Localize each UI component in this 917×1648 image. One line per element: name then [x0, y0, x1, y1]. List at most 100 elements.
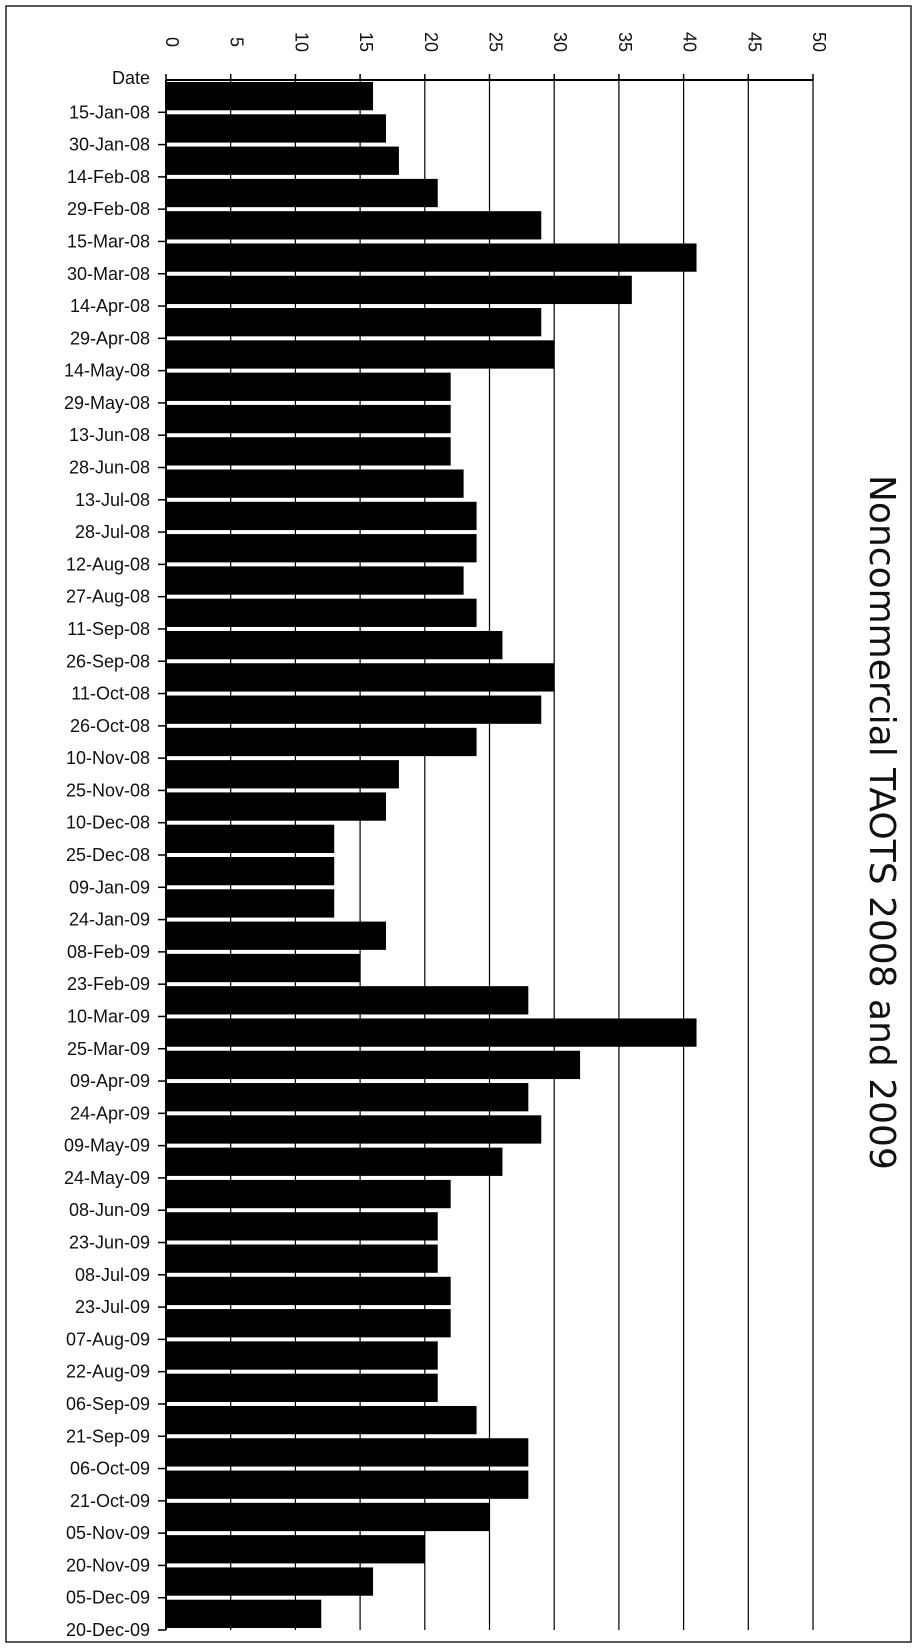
- category-label: 24-Apr-09: [70, 1103, 150, 1123]
- bar-28-Jun-08: [166, 437, 451, 466]
- bar-10-Nov-08: [166, 727, 477, 757]
- category-label: 11-Sep-08: [67, 619, 150, 639]
- bar-23-Jun-09: [166, 1212, 438, 1241]
- bar-24-Jan-09: [166, 889, 335, 918]
- value-axis-ticks: 0 5 10 15 20 25 30 35 40 45 50: [162, 32, 829, 80]
- category-label: 15-Mar-08: [67, 231, 150, 251]
- bar-26-Oct-08: [166, 695, 542, 724]
- category-label: 23-Jul-09: [75, 1297, 150, 1317]
- category-label: 13-Jun-08: [69, 425, 150, 445]
- category-label: 27-Aug-08: [66, 587, 150, 607]
- bar-23-Feb-09: [166, 953, 361, 983]
- bar-09-May-09: [166, 1115, 542, 1144]
- category-label: 25-Dec-08: [66, 845, 150, 865]
- value-tick-label: 10: [291, 32, 311, 52]
- category-label: 08-Jul-09: [75, 1265, 150, 1285]
- bar-26-Sep-08: [166, 630, 503, 660]
- value-tick-label: 5: [227, 37, 247, 47]
- bar-10-Mar-09: [166, 986, 529, 1015]
- bar-08-Jun-09: [166, 1179, 451, 1209]
- category-label: 24-May-09: [64, 1168, 150, 1188]
- value-tick-label: 35: [615, 32, 635, 52]
- category-label: 21-Sep-09: [66, 1426, 150, 1446]
- bar-11-Sep-08: [166, 598, 477, 627]
- category-label: 10-Mar-09: [67, 1006, 150, 1026]
- value-tick-label: 15: [356, 32, 376, 52]
- category-label: 10-Dec-08: [66, 813, 150, 833]
- value-tick-label: 50: [809, 32, 829, 52]
- category-label: 13-Jul-08: [75, 490, 150, 510]
- category-label: 08-Jun-09: [69, 1200, 150, 1220]
- bar-21-Sep-09: [166, 1405, 477, 1435]
- bar-08-Jul-09: [166, 1244, 438, 1273]
- bar-30-Mar-08: [166, 243, 697, 272]
- category-label: 28-Jul-08: [75, 522, 150, 542]
- chart-border: [5, 5, 912, 1643]
- category-label: 20-Nov-09: [66, 1555, 150, 1575]
- category-label: 21-Oct-09: [70, 1491, 150, 1511]
- category-label: 15-Jan-08: [69, 102, 150, 122]
- bar-27-Aug-08: [166, 566, 464, 595]
- bar-08-Feb-09: [166, 921, 386, 950]
- category-label: 26-Sep-08: [66, 651, 150, 671]
- category-label: 14-Apr-08: [70, 296, 150, 316]
- bar-30-Jan-08: [166, 114, 386, 143]
- bar-25-Dec-08: [166, 824, 335, 853]
- category-label: 09-May-09: [64, 1136, 150, 1156]
- bar-25-Nov-08: [166, 760, 399, 789]
- bar-15-Mar-08: [166, 211, 542, 240]
- category-label: 14-Feb-08: [67, 167, 150, 187]
- gridlines: [230, 80, 814, 1630]
- bar-14-May-08: [166, 340, 555, 369]
- category-label: 12-Aug-08: [66, 554, 150, 574]
- category-label: 06-Oct-09: [70, 1459, 150, 1479]
- bar-29-May-08: [166, 372, 451, 401]
- bar-06-Sep-09: [166, 1373, 438, 1402]
- value-tick-label: 25: [486, 32, 506, 52]
- category-label: 30-Mar-08: [67, 264, 150, 284]
- category-label: 23-Jun-09: [69, 1233, 150, 1253]
- bar-22-Aug-09: [166, 1341, 438, 1370]
- category-label: 26-Oct-08: [70, 716, 150, 736]
- bar-21-Oct-09: [166, 1470, 529, 1499]
- bar-11-Oct-08: [166, 663, 555, 692]
- category-label: 29-Feb-08: [67, 199, 150, 219]
- category-label: 09-Apr-09: [70, 1071, 150, 1091]
- bars: [166, 82, 697, 1628]
- category-label: 05-Dec-09: [66, 1588, 150, 1608]
- category-label: 05-Nov-09: [66, 1523, 150, 1543]
- bar-09-Apr-09: [166, 1050, 581, 1080]
- bar-07-Aug-09: [166, 1309, 451, 1338]
- bar-10-Dec-08: [166, 792, 386, 821]
- value-tick-label: 20: [421, 32, 441, 52]
- category-label: 09-Jan-09: [69, 877, 150, 897]
- category-label: 07-Aug-09: [66, 1329, 150, 1349]
- bar-29-Apr-08: [166, 308, 542, 337]
- category-label: 11-Oct-08: [71, 684, 150, 704]
- category-label: 28-Jun-08: [69, 458, 150, 478]
- category-label: 29-Apr-08: [70, 328, 150, 348]
- category-label: 25-Nov-08: [66, 780, 150, 800]
- category-label: 06-Sep-09: [66, 1394, 150, 1414]
- bar-20-Dec-09: [166, 1599, 322, 1628]
- bar-13-Jun-08: [166, 404, 451, 434]
- category-label: 24-Jan-09: [69, 910, 150, 930]
- category-label: 30-Jan-08: [69, 135, 150, 155]
- category-header: Date: [112, 68, 150, 88]
- value-tick-label: 0: [162, 37, 182, 47]
- category-label: 10-Nov-08: [66, 748, 150, 768]
- bar-09-Jan-09: [166, 857, 335, 886]
- bar-29-Feb-08: [166, 178, 438, 208]
- bar-20-Nov-09: [166, 1535, 425, 1564]
- bar-23-Jul-09: [166, 1276, 451, 1306]
- bar-13-Jul-08: [166, 469, 464, 498]
- category-label: 22-Aug-09: [66, 1362, 150, 1382]
- bar-14-Apr-08: [166, 275, 632, 305]
- category-axis-labels: 15-Jan-08 30-Jan-08 14-Feb-08 29-Feb-08 15-M…: [64, 102, 166, 1640]
- value-tick-label: 45: [744, 32, 764, 52]
- bar-28-Jul-08: [166, 501, 477, 531]
- bar-14-Feb-08: [166, 146, 399, 175]
- bar-06-Oct-09: [166, 1438, 529, 1467]
- category-label: 25-Mar-09: [67, 1039, 150, 1059]
